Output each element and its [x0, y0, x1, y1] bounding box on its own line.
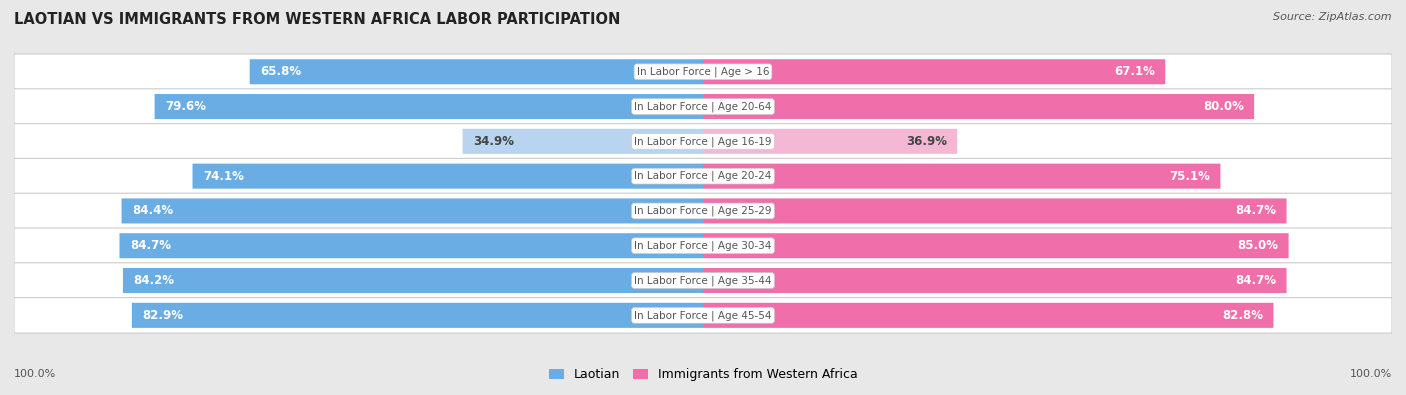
FancyBboxPatch shape: [703, 59, 1166, 84]
Text: 65.8%: 65.8%: [260, 65, 301, 78]
Text: 75.1%: 75.1%: [1170, 169, 1211, 182]
Text: 36.9%: 36.9%: [905, 135, 946, 148]
Text: 34.9%: 34.9%: [472, 135, 515, 148]
Text: In Labor Force | Age 25-29: In Labor Force | Age 25-29: [634, 206, 772, 216]
Text: In Labor Force | Age 20-64: In Labor Force | Age 20-64: [634, 101, 772, 112]
Text: In Labor Force | Age 35-44: In Labor Force | Age 35-44: [634, 275, 772, 286]
FancyBboxPatch shape: [155, 94, 703, 119]
FancyBboxPatch shape: [132, 303, 703, 328]
FancyBboxPatch shape: [703, 303, 1274, 328]
Text: 100.0%: 100.0%: [14, 369, 56, 379]
FancyBboxPatch shape: [250, 59, 703, 84]
FancyBboxPatch shape: [703, 268, 1286, 293]
Text: In Labor Force | Age 20-24: In Labor Force | Age 20-24: [634, 171, 772, 181]
FancyBboxPatch shape: [703, 164, 1220, 189]
Text: 67.1%: 67.1%: [1114, 65, 1154, 78]
FancyBboxPatch shape: [122, 268, 703, 293]
Text: 79.6%: 79.6%: [165, 100, 205, 113]
Text: 84.7%: 84.7%: [1236, 274, 1277, 287]
Text: In Labor Force | Age 45-54: In Labor Force | Age 45-54: [634, 310, 772, 321]
Text: 82.9%: 82.9%: [142, 309, 183, 322]
FancyBboxPatch shape: [703, 129, 957, 154]
Text: 84.4%: 84.4%: [132, 205, 173, 218]
Text: In Labor Force | Age > 16: In Labor Force | Age > 16: [637, 66, 769, 77]
FancyBboxPatch shape: [120, 233, 703, 258]
FancyBboxPatch shape: [703, 233, 1289, 258]
Text: 100.0%: 100.0%: [1350, 369, 1392, 379]
FancyBboxPatch shape: [14, 54, 1392, 90]
FancyBboxPatch shape: [14, 193, 1392, 229]
Text: Source: ZipAtlas.com: Source: ZipAtlas.com: [1274, 12, 1392, 22]
Text: 74.1%: 74.1%: [202, 169, 243, 182]
Text: 84.2%: 84.2%: [134, 274, 174, 287]
Text: LAOTIAN VS IMMIGRANTS FROM WESTERN AFRICA LABOR PARTICIPATION: LAOTIAN VS IMMIGRANTS FROM WESTERN AFRIC…: [14, 12, 620, 27]
FancyBboxPatch shape: [193, 164, 703, 189]
Legend: Laotian, Immigrants from Western Africa: Laotian, Immigrants from Western Africa: [544, 363, 862, 386]
Text: In Labor Force | Age 30-34: In Labor Force | Age 30-34: [634, 241, 772, 251]
FancyBboxPatch shape: [14, 158, 1392, 194]
Text: 84.7%: 84.7%: [129, 239, 170, 252]
Text: 85.0%: 85.0%: [1237, 239, 1278, 252]
FancyBboxPatch shape: [14, 124, 1392, 159]
FancyBboxPatch shape: [14, 89, 1392, 124]
Text: In Labor Force | Age 16-19: In Labor Force | Age 16-19: [634, 136, 772, 147]
Text: 80.0%: 80.0%: [1204, 100, 1244, 113]
FancyBboxPatch shape: [121, 198, 703, 224]
FancyBboxPatch shape: [14, 297, 1392, 333]
Text: 84.7%: 84.7%: [1236, 205, 1277, 218]
Text: 82.8%: 82.8%: [1222, 309, 1263, 322]
FancyBboxPatch shape: [463, 129, 703, 154]
FancyBboxPatch shape: [703, 94, 1254, 119]
FancyBboxPatch shape: [703, 198, 1286, 224]
FancyBboxPatch shape: [14, 228, 1392, 263]
FancyBboxPatch shape: [14, 263, 1392, 298]
